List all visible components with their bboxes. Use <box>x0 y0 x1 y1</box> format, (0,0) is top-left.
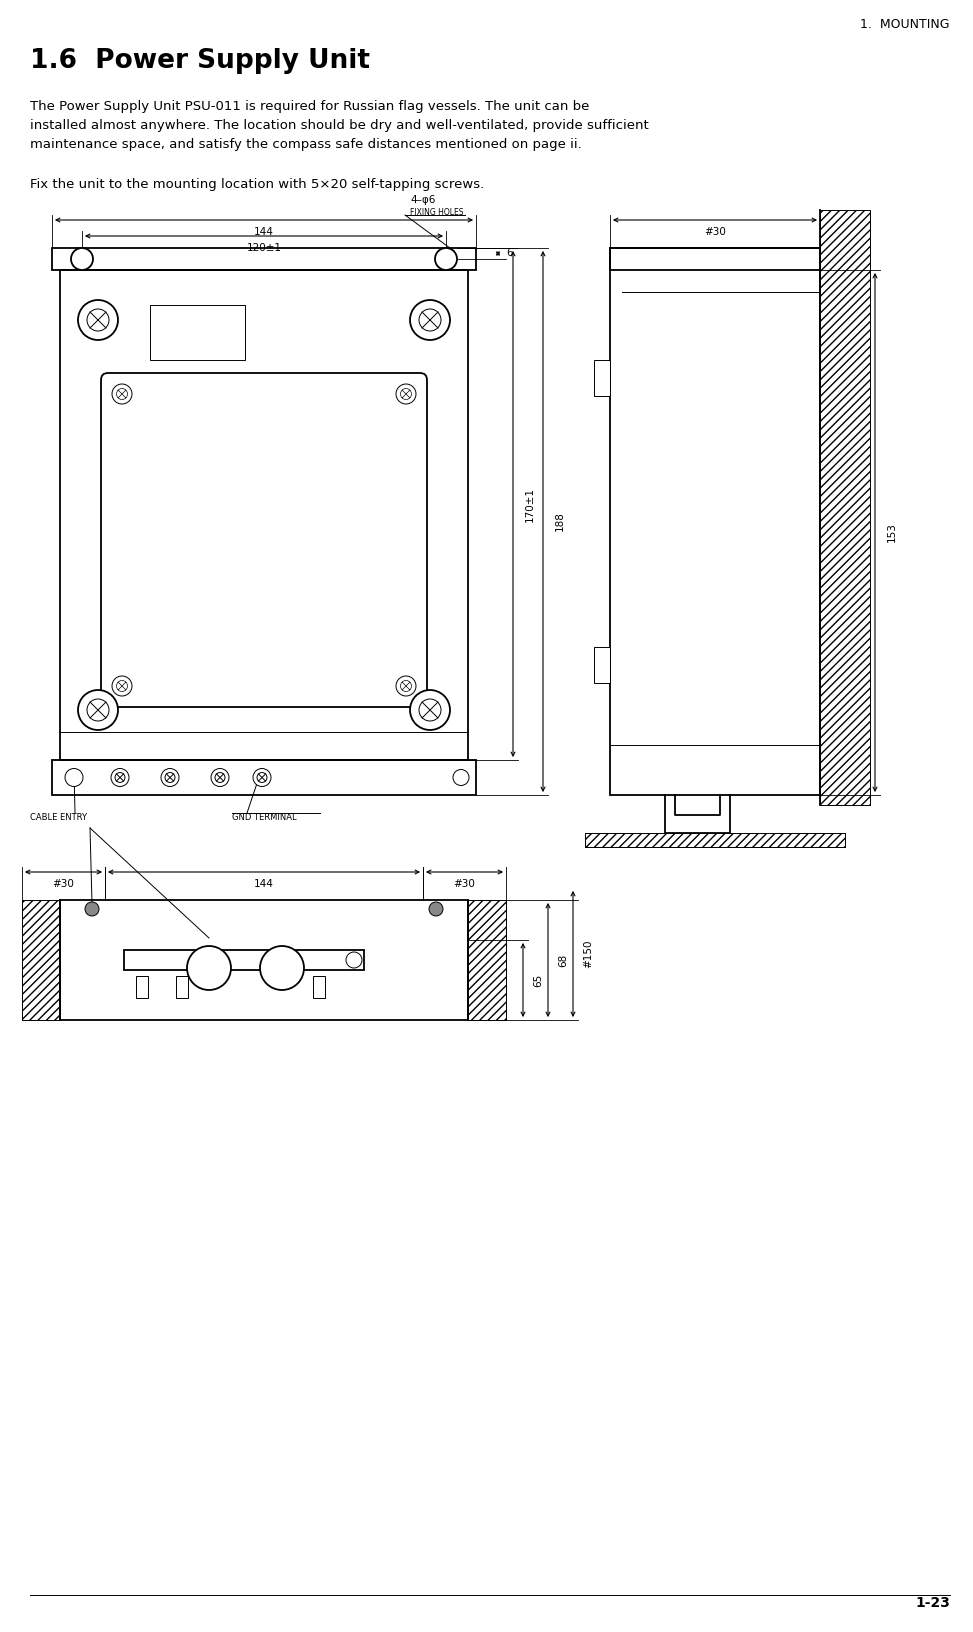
Bar <box>468 899 506 1020</box>
Text: #30: #30 <box>453 880 476 889</box>
Circle shape <box>187 947 231 991</box>
Circle shape <box>429 902 443 916</box>
Text: 144: 144 <box>254 880 274 889</box>
Bar <box>124 950 364 969</box>
Text: 1-23: 1-23 <box>916 1596 950 1611</box>
Circle shape <box>87 308 109 331</box>
Circle shape <box>112 384 132 405</box>
Circle shape <box>211 769 229 787</box>
Text: 65: 65 <box>533 973 543 987</box>
Bar <box>610 248 820 795</box>
Text: 170±1: 170±1 <box>525 486 535 522</box>
Bar <box>610 248 820 269</box>
Circle shape <box>165 772 175 782</box>
Text: 120±1: 120±1 <box>246 243 281 253</box>
Circle shape <box>112 676 132 695</box>
Circle shape <box>78 690 118 730</box>
Circle shape <box>419 698 441 721</box>
Bar <box>313 976 325 999</box>
Text: 188: 188 <box>555 511 565 532</box>
Text: 6: 6 <box>506 248 513 258</box>
Circle shape <box>215 772 225 782</box>
Circle shape <box>117 388 127 400</box>
Text: 68: 68 <box>558 953 568 966</box>
Text: 1.6  Power Supply Unit: 1.6 Power Supply Unit <box>30 47 370 73</box>
FancyBboxPatch shape <box>101 374 427 707</box>
Text: 153: 153 <box>887 522 897 542</box>
Bar <box>52 761 476 795</box>
Circle shape <box>117 681 127 692</box>
Bar <box>594 646 610 684</box>
Text: Fix the unit to the mounting location with 5×20 self-tapping screws.: Fix the unit to the mounting location wi… <box>30 178 485 191</box>
Circle shape <box>257 772 267 782</box>
Bar <box>820 211 870 805</box>
Circle shape <box>85 902 99 916</box>
Text: FIXING HOLES: FIXING HOLES <box>410 207 463 217</box>
Circle shape <box>111 769 129 787</box>
Text: #30: #30 <box>704 227 726 237</box>
Bar <box>60 269 468 761</box>
Circle shape <box>401 681 412 692</box>
Bar <box>136 976 148 999</box>
Circle shape <box>78 300 118 339</box>
Circle shape <box>410 300 450 339</box>
Circle shape <box>161 769 179 787</box>
Bar <box>52 248 476 269</box>
Text: GND TERMINAL: GND TERMINAL <box>232 813 297 823</box>
Circle shape <box>346 951 362 968</box>
Text: 1.  MOUNTING: 1. MOUNTING <box>860 18 950 31</box>
Bar <box>176 976 188 999</box>
Circle shape <box>115 772 125 782</box>
Circle shape <box>410 690 450 730</box>
Circle shape <box>253 769 271 787</box>
Bar <box>60 899 468 1020</box>
Text: CABLE ENTRY: CABLE ENTRY <box>30 813 87 823</box>
Circle shape <box>396 384 416 405</box>
Circle shape <box>419 308 441 331</box>
Text: 144: 144 <box>254 227 274 237</box>
Circle shape <box>260 947 304 991</box>
Circle shape <box>396 676 416 695</box>
Text: #30: #30 <box>53 880 75 889</box>
Bar <box>22 899 60 1020</box>
Circle shape <box>435 248 457 269</box>
Bar <box>585 832 845 847</box>
Circle shape <box>401 388 412 400</box>
Circle shape <box>87 698 109 721</box>
Circle shape <box>65 769 83 787</box>
Circle shape <box>453 770 469 785</box>
Text: The Power Supply Unit PSU-011 is required for Russian flag vessels. The unit can: The Power Supply Unit PSU-011 is require… <box>30 100 649 152</box>
Circle shape <box>71 248 93 269</box>
Bar <box>150 305 245 361</box>
Bar <box>594 361 610 397</box>
Text: #150: #150 <box>583 940 593 968</box>
Text: 4–φ6: 4–φ6 <box>410 194 435 206</box>
